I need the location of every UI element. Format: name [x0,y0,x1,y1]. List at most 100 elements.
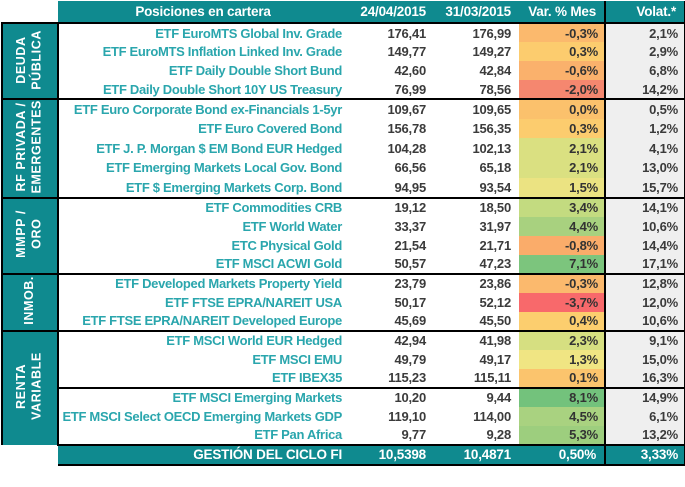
volatility-cell: 14,2% [604,80,685,99]
nav-current-cell: 42,60 [394,63,426,78]
monthly-var-cell: -0,3% [519,22,605,42]
fund-total-nav-previous: 10,4871 [434,443,519,466]
etf-name-cell: ETF MSCI Emerging Markets [58,386,348,407]
monthly-var-cell: -3,7% [519,292,605,312]
nav-previous-cell: 41,98 [434,329,519,350]
table-title: Posiciones en cartera [58,1,348,24]
monthly-var-cell: 5,3% [519,425,605,445]
nav-current-cell: 42,94 [348,329,434,350]
nav-previous-cell: 42,84 [479,63,511,78]
volatility-cell: 14,9% [604,386,685,407]
volatility-cell: 16,3% [604,368,685,388]
volatility-cell: 17,1% [604,254,685,274]
group-label: MMPP / ORO [1,196,59,274]
volatility-cell: 13,0% [604,158,685,178]
monthly-var-cell: -2,0% [519,80,605,99]
volatility-cell: 9,1% [604,329,685,350]
nav-previous-cell: 114,00 [473,408,511,424]
etf-name-cell: ETF Developed Markets Property Yield [58,272,348,293]
nav-previous-cell: 65,18 [479,160,511,176]
fund-total-monthly-var: 0,50% [519,443,605,466]
etf-name-cell: ETF Emerging Markets Local Gov. Bond [106,160,342,176]
etf-name-cell: ETC Physical Gold [231,237,343,253]
col-header-previous-date: 31/03/2015 [434,1,519,24]
monthly-var-cell: 0,3% [519,118,605,139]
nav-current-cell: 49,79 [394,351,426,367]
monthly-var-cell: 7,1% [519,254,605,274]
volatility-cell: 2,1% [604,22,685,42]
header-corner-cell [2,1,58,23]
table-row: RENTA VARIABLE ETF MSCI World EUR Hedged … [1,329,685,445]
nav-current-cell: 23,79 [348,272,434,293]
portfolio-report: Posiciones en cartera 24/04/2015 31/03/2… [1,1,685,466]
volatility-cell: 10,6% [604,216,685,236]
monthly-var-cell: 1,3% [519,349,605,369]
volatility-cell: 6,1% [604,406,685,426]
table-row: DEUDA PÚBLICA ETF EuroMTS Global Inv. Gra… [1,22,685,99]
nav-previous-cell: 18,50 [434,196,519,217]
nav-current-cell: 21,54 [394,237,426,253]
table-row: ETF MSCI ACWI Gold 50,57 47,23 7,1% 17,1… [2,254,685,274]
group-label: DEUDA PÚBLICA [1,22,59,99]
fund-total-nav-current: 10,5398 [348,443,434,466]
table-row: INMOB. ETF Developed Markets Property Yie… [1,272,685,331]
nav-current-cell: 10,20 [348,386,434,407]
volatility-cell: 12,0% [604,292,685,312]
nav-current-cell: 9,77 [401,427,426,443]
etf-name-cell: ETF MSCI EMU [252,351,342,367]
table-row: ETF FTSE EPRA/NAREIT USA 50,17 52,12 -3,… [2,292,685,312]
nav-previous-cell: 176,99 [434,22,519,42]
table-header-row: Posiciones en cartera 24/04/2015 31/03/2… [2,1,685,24]
etf-name-cell: ETF EuroMTS Global Inv. Grade [58,22,348,42]
etf-name-cell: ETF Pan Africa [254,427,342,443]
nav-previous-cell: 31,97 [479,218,511,234]
table-row: ETF EuroMTS Inflation Linked Inv. Grade … [2,42,685,61]
etf-name-cell: ETF MSCI World EUR Hedged [58,329,348,350]
nav-previous-cell: 47,23 [479,256,511,272]
monthly-var-cell: 4,4% [519,216,605,236]
col-header-current-date: 24/04/2015 [348,1,434,24]
nav-current-cell: 94,95 [394,179,426,195]
volatility-cell: 14,4% [604,235,685,255]
etf-name-cell: ETF FTSE EPRA/NAREIT USA [165,294,342,310]
fund-total-label: GESTIÓN DEL CICLO FI [58,443,348,466]
nav-current-cell: 149,77 [387,44,426,59]
volatility-cell: 4,1% [604,138,685,159]
nav-current-cell: 76,99 [394,81,426,97]
table-row: ETC Physical Gold 21,54 21,71 -0,8% 14,4… [2,235,685,255]
group-label: RF PRIVADA / EMERGENTES [1,98,59,198]
etf-name-cell: ETF Commodities CRB [58,196,348,217]
table-row: ETF Pan Africa 9,77 9,28 5,3% 13,2% [2,425,685,445]
etf-name-cell: ETF Euro Covered Bond [198,121,342,137]
nav-current-cell: 19,12 [348,196,434,217]
nav-current-cell: 109,67 [348,98,434,119]
nav-current-cell: 66,56 [394,160,426,176]
table-row: ETF Daily Double Short Bund 42,60 42,84 … [2,61,685,80]
volatility-cell: 14,1% [604,196,685,217]
table-row: RF PRIVADA / EMERGENTES ETF Euro Corporat… [1,98,685,198]
nav-current-cell: 50,17 [394,294,426,310]
monthly-var-cell: 0,1% [519,368,605,388]
group-label-text: MMPP / ORO [14,210,44,258]
table-row: ETF $ Emerging Markets Corp. Bond 94,95 … [2,177,685,198]
etf-name-cell: ETF MSCI Select OECD Emerging Markets GD… [62,408,342,424]
nav-previous-cell: 78,56 [479,81,511,97]
volatility-cell: 2,9% [604,42,685,61]
etf-name-cell: ETF Euro Corporate Bond ex-Financials 1-… [58,98,348,119]
nav-previous-cell: 115,11 [473,370,511,386]
monthly-var-cell: -0,6% [519,61,605,80]
table-row: ETF MSCI Select OECD Emerging Markets GD… [2,406,685,426]
monthly-var-cell: 3,4% [519,196,605,217]
footer-corner-cell [2,444,58,465]
monthly-var-cell: 4,5% [519,406,605,426]
nav-previous-cell: 23,86 [434,272,519,293]
nav-previous-cell: 93,54 [479,179,511,195]
group-label-text: INMOB. [22,276,37,325]
nav-current-cell: 176,41 [348,22,434,42]
monthly-var-cell: -0,8% [519,235,605,255]
nav-previous-cell: 102,13 [472,140,511,156]
monthly-var-cell: 2,1% [519,158,605,178]
table-row: MMPP / ORO ETF Commodities CRB 19,12 18,5… [1,196,685,274]
etf-name-cell: ETF $ Emerging Markets Corp. Bond [125,179,342,195]
nav-current-cell: 119,10 [388,408,426,424]
